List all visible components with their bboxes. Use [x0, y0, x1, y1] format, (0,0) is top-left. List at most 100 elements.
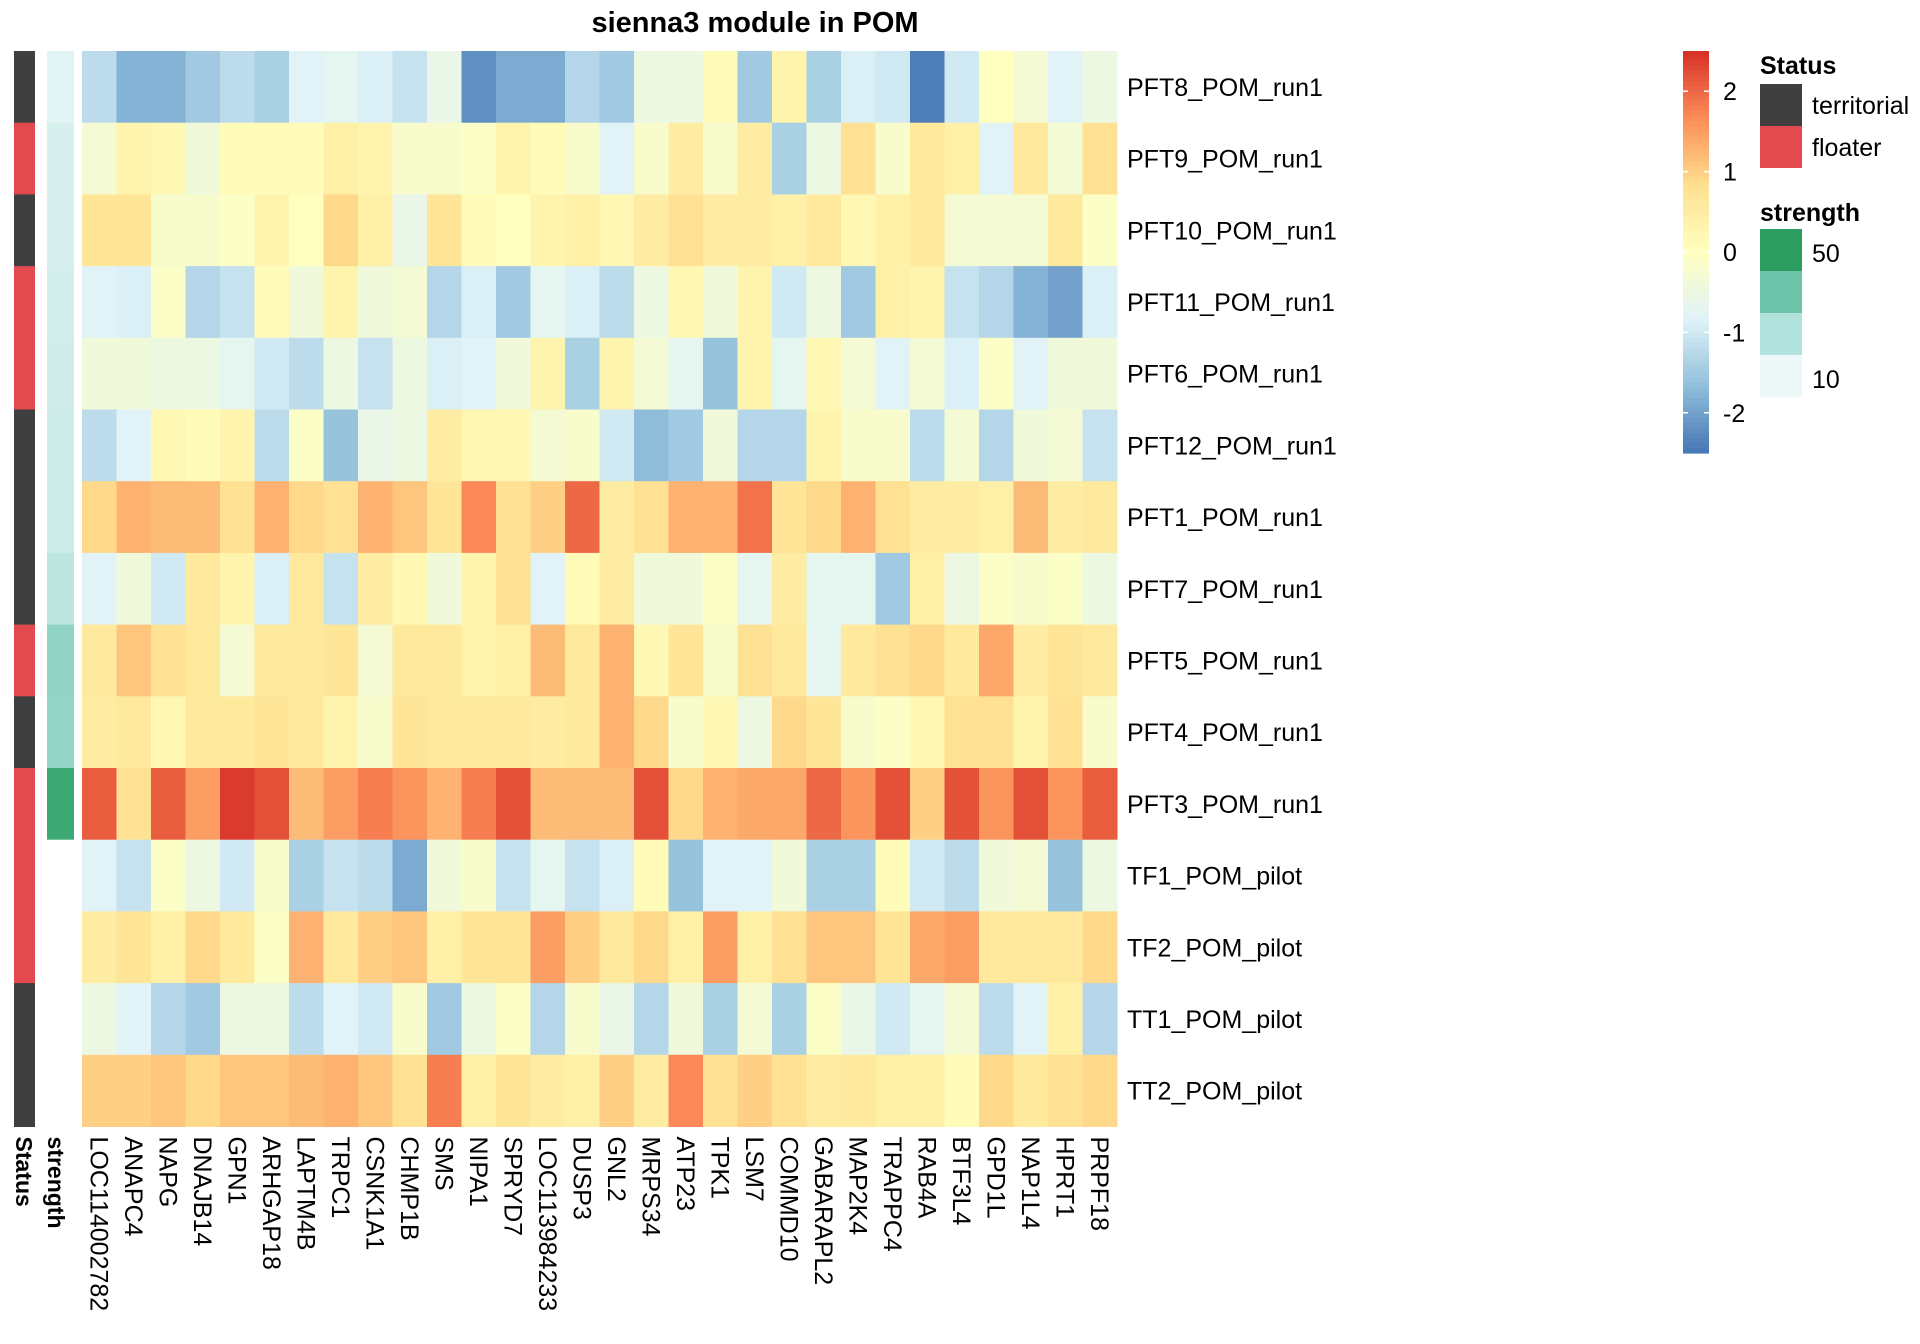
heatmap-cell [1082, 194, 1118, 267]
strength-legend-swatch [1760, 313, 1802, 356]
heatmap-cell [1082, 768, 1118, 841]
column-label: LSM7 [740, 1137, 768, 1202]
status-legend-swatch [1760, 84, 1802, 126]
heatmap-cell [392, 1054, 428, 1127]
color-scale-step [1683, 367, 1709, 374]
heatmap-cell [220, 51, 255, 124]
status-annotation-cell [14, 409, 35, 482]
status-annotation-cell [14, 624, 35, 697]
heatmap-cell [979, 768, 1014, 841]
heatmap-cell [634, 409, 669, 482]
heatmap-cell [806, 696, 842, 769]
heatmap-cell [599, 624, 635, 697]
heatmap-cell [530, 194, 566, 267]
heatmap-cell [220, 409, 255, 482]
heatmap-cell [875, 839, 911, 912]
column-label: SPRYD7 [498, 1137, 526, 1237]
heatmap-cell [910, 983, 945, 1056]
heatmap-cell [875, 768, 911, 841]
heatmap-cell [461, 122, 497, 195]
heatmap-cell [392, 696, 428, 769]
color-scale-step [1683, 407, 1709, 414]
heatmap-cell [841, 1054, 876, 1127]
heatmap-cell [461, 911, 497, 984]
heatmap-cell [944, 983, 980, 1056]
heatmap-cell [82, 839, 117, 912]
heatmap-cell [910, 696, 945, 769]
heatmap-cell [254, 839, 290, 912]
heatmap-cell [703, 481, 738, 554]
heatmap-cell [1048, 194, 1083, 267]
heatmap-cell [427, 696, 462, 769]
heatmap-cell [1048, 552, 1083, 626]
heatmap-cell [530, 409, 566, 482]
heatmap-cell [944, 1054, 980, 1127]
color-scale-step [1683, 56, 1709, 62]
heatmap-cell [634, 839, 669, 912]
heatmap-cell [806, 409, 842, 482]
heatmap-cell [634, 266, 669, 339]
heatmap-cell [220, 552, 255, 626]
heatmap-cell [82, 696, 117, 769]
heatmap-cell [772, 983, 807, 1056]
heatmap-cell [289, 552, 324, 626]
heatmap-cell [151, 409, 186, 482]
status-legend-label: floater [1812, 134, 1881, 162]
heatmap-cell [565, 768, 600, 841]
column-label: ARHGAP18 [257, 1137, 285, 1270]
heatmap-cell [668, 51, 704, 124]
heatmap-cell [496, 51, 531, 124]
heatmap-cell [1013, 983, 1049, 1056]
heatmap-cell [910, 624, 945, 697]
strength-legend-title: strength [1760, 199, 1860, 227]
heatmap-cell [323, 696, 359, 769]
heatmap-cell [82, 337, 117, 410]
column-label: GABARAPL2 [809, 1137, 837, 1286]
heatmap-cell [1082, 696, 1118, 769]
heatmap-cell [323, 409, 359, 482]
column-label: CSNK1A1 [360, 1137, 388, 1251]
color-scale-step [1683, 91, 1709, 97]
strength-annotation-cell [47, 481, 74, 554]
heatmap-cell [392, 911, 428, 984]
color-scale-step [1683, 312, 1709, 318]
row-label: PFT7_POM_run1 [1127, 576, 1323, 604]
heatmap-cell [910, 1054, 945, 1127]
column-label: BTF3L4 [947, 1137, 975, 1226]
heatmap-cell [910, 194, 945, 267]
heatmap-cell [289, 696, 324, 769]
row-label: TF2_POM_pilot [1127, 934, 1302, 962]
heatmap-cell [1048, 624, 1083, 697]
color-scale-step [1683, 146, 1709, 153]
heatmap-cell [1013, 337, 1049, 410]
row-label: PFT9_POM_run1 [1127, 146, 1323, 174]
heatmap-cell [599, 266, 635, 339]
strength-annotation-cell [47, 696, 74, 769]
heatmap-cell [668, 337, 704, 410]
heatmap-cell [979, 624, 1014, 697]
heatmap-cell [151, 481, 186, 554]
heatmap-cell [461, 481, 497, 554]
heatmap-cell [220, 337, 255, 410]
heatmap-cell [358, 768, 393, 841]
heatmap-cell [289, 481, 324, 554]
row-label: TF1_POM_pilot [1127, 863, 1302, 891]
heatmap-cell [254, 194, 290, 267]
heatmap-cell [323, 768, 359, 841]
heatmap-cell [841, 768, 876, 841]
strength-annotation-label: strength [43, 1137, 69, 1229]
heatmap-cell [599, 983, 635, 1056]
row-label: PFT12_POM_run1 [1127, 432, 1337, 460]
heatmap-cell [323, 122, 359, 195]
heatmap-cell [496, 552, 531, 626]
status-annotation-cell [14, 194, 35, 267]
row-label: PFT11_POM_run1 [1127, 289, 1335, 317]
heatmap-cell [737, 1054, 773, 1127]
heatmap-cell [151, 696, 186, 769]
heatmap-cell [151, 624, 186, 697]
heatmap-cell [289, 51, 324, 124]
heatmap-cell [82, 481, 117, 554]
heatmap-cell [772, 1054, 807, 1127]
heatmap-cell [392, 552, 428, 626]
color-scale-step [1683, 357, 1709, 364]
